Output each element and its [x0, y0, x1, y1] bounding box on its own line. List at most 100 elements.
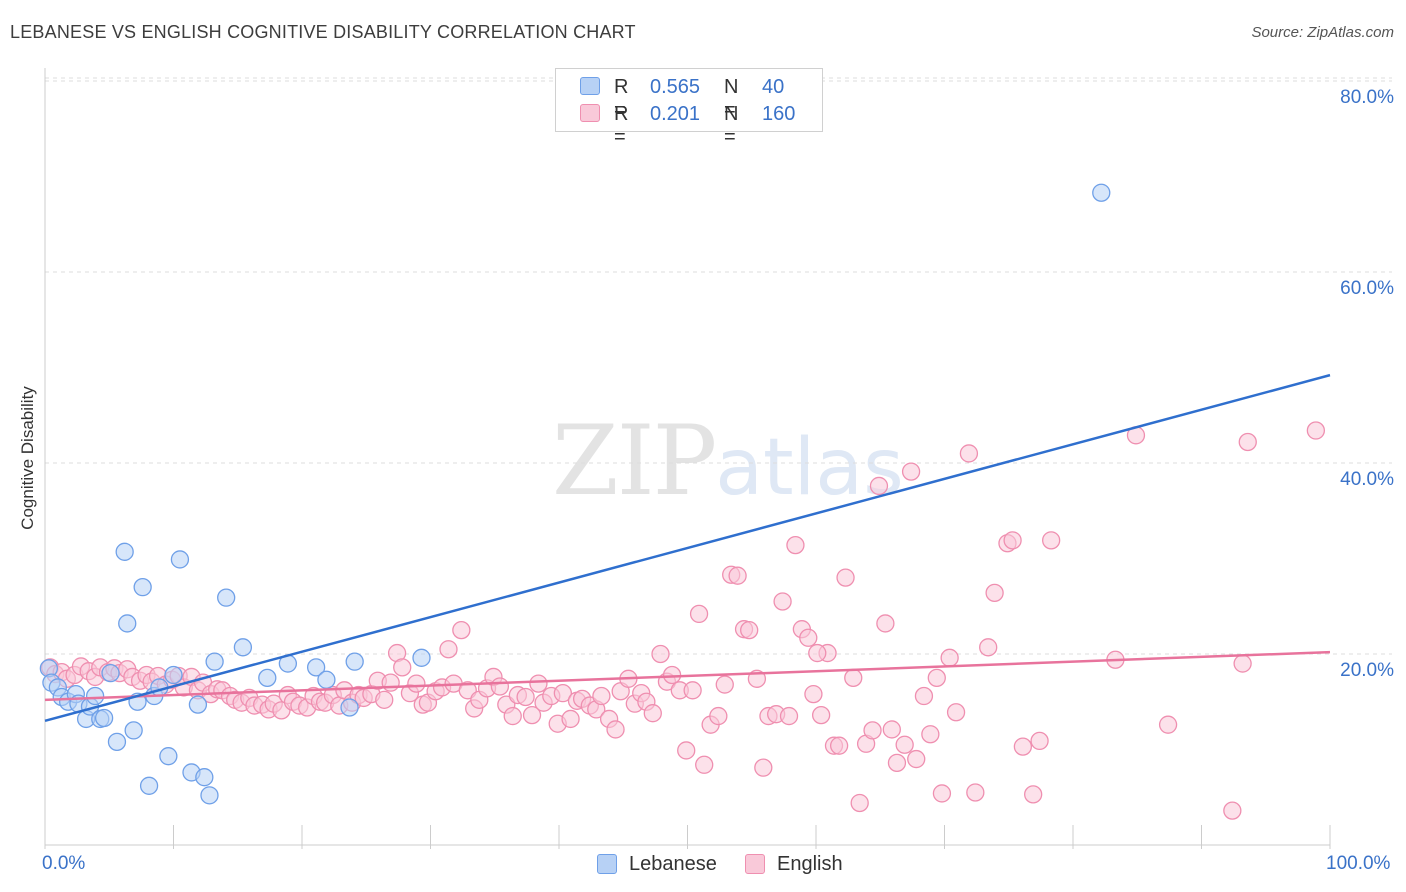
lebanese-point: [164, 665, 183, 685]
english-point: [1030, 731, 1049, 751]
lebanese-point: [412, 648, 431, 667]
english-point: [811, 705, 831, 725]
english-point: [503, 706, 522, 726]
english-point: [907, 749, 926, 769]
english-point: [1013, 737, 1033, 756]
english-point: [808, 643, 827, 663]
english-point: [516, 687, 535, 707]
r-label: R =: [614, 103, 629, 148]
lebanese-swatch: [580, 77, 600, 95]
english-point: [728, 566, 747, 585]
lebanese-point: [139, 776, 159, 795]
n-label: N =: [724, 103, 739, 148]
english-point: [651, 644, 670, 664]
english-point: [940, 648, 959, 667]
english-point: [1003, 531, 1022, 550]
english-point: [863, 721, 882, 740]
y-tick-label: 40.0%: [1340, 469, 1394, 490]
english-point: [1223, 801, 1242, 820]
english-point: [740, 620, 759, 640]
lebanese-point: [107, 732, 127, 752]
english-point: [959, 444, 979, 463]
english-point: [452, 620, 471, 640]
english-point: [677, 741, 696, 760]
english-point: [876, 614, 895, 633]
english-point: [695, 755, 714, 774]
legend-label: English: [777, 853, 843, 875]
english-point: [946, 703, 966, 722]
english-trend-line: [44, 650, 1331, 702]
lebanese-point: [340, 698, 359, 717]
english-point: [966, 783, 985, 802]
y-tick-label: 60.0%: [1340, 278, 1394, 299]
english-point: [882, 720, 901, 739]
lebanese-point: [94, 708, 114, 728]
english-point: [393, 658, 412, 677]
lebanese-point: [124, 721, 143, 740]
english-point: [836, 568, 855, 587]
legend-label: Lebanese: [629, 853, 717, 875]
lebanese-point: [1092, 183, 1111, 202]
lebanese-point: [233, 638, 253, 657]
english-point: [592, 686, 611, 706]
chart-title: LEBANESE VS ENGLISH COGNITIVE DISABILITY…: [10, 22, 636, 42]
english-point: [779, 706, 799, 726]
english-point: [921, 725, 940, 744]
english-point: [381, 673, 400, 692]
n-value: 40: [762, 76, 785, 98]
lebanese-point: [200, 786, 219, 805]
english-point: [914, 686, 934, 706]
lebanese-swatch: [597, 854, 617, 874]
lebanese-point: [118, 614, 137, 633]
x-tick-label: 0.0%: [42, 853, 86, 874]
english-point: [1306, 421, 1326, 440]
english-point: [1238, 432, 1257, 452]
english-point: [887, 753, 907, 773]
english-point: [850, 793, 869, 813]
lebanese-point: [101, 663, 120, 683]
watermark: ZIPatlas: [552, 405, 904, 517]
lebanese-point: [85, 686, 105, 706]
r-value: 0.565: [650, 76, 701, 98]
english-point: [1042, 531, 1061, 550]
source-label: Source: ZipAtlas.com: [1251, 24, 1394, 41]
grid-lines: [45, 77, 1392, 655]
english-point: [553, 684, 573, 703]
english-point: [773, 592, 792, 611]
english-point: [829, 736, 849, 755]
lebanese-point: [317, 670, 336, 689]
english-point: [683, 681, 702, 700]
english-point: [804, 684, 823, 704]
y-tick-label: 20.0%: [1340, 660, 1394, 681]
watermark-zip: ZIP: [552, 405, 717, 517]
r-label: R =: [614, 76, 629, 121]
english-point: [662, 665, 682, 685]
lebanese-point: [188, 695, 208, 714]
y-tick-label: 80.0%: [1340, 87, 1394, 108]
english-point: [606, 720, 625, 739]
english-point: [522, 705, 542, 725]
lebanese-point: [217, 588, 236, 607]
english-point: [1158, 715, 1178, 734]
lebanese-point: [306, 658, 326, 677]
english-point: [439, 640, 458, 659]
english-point: [786, 535, 805, 555]
english-point: [375, 690, 394, 709]
english-point: [932, 784, 952, 803]
lebanese-point: [258, 668, 277, 688]
trend-lines: [44, 373, 1331, 723]
n-label: N =: [724, 76, 739, 121]
english-point: [561, 709, 580, 729]
english-point: [799, 628, 818, 647]
r-value: 0.201: [650, 103, 701, 125]
english-points: [40, 421, 1326, 820]
english-point: [927, 668, 946, 688]
english-point: [895, 735, 914, 754]
english-point: [715, 675, 734, 694]
stats-legend: R = 0.565 N = 40 R = 0.201 N = 160: [555, 68, 823, 148]
english-point: [407, 674, 426, 693]
english-point: [985, 583, 1004, 603]
english-point: [709, 706, 728, 726]
english-point: [979, 638, 998, 657]
lebanese-point: [133, 578, 152, 597]
